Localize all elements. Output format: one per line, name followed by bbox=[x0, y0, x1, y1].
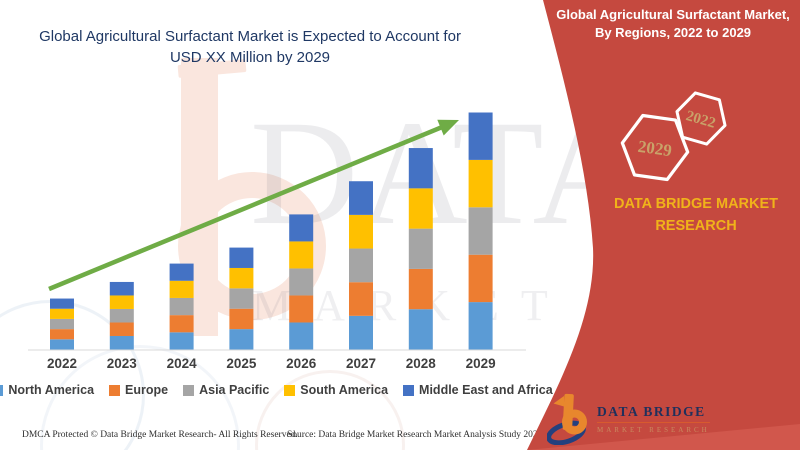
bar-segment-north-america-2023 bbox=[109, 335, 134, 350]
footer-dmca-text: DMCA Protected © Data Bridge Market Rese… bbox=[22, 430, 298, 440]
legend-label: South America bbox=[300, 383, 389, 397]
footer-source-text: Source: Data Bridge Market Research Mark… bbox=[287, 430, 543, 440]
hexagon-badge-2022: 2022 bbox=[675, 91, 727, 146]
bar-segment-north-america-2027 bbox=[349, 315, 373, 350]
bar-segment-south-america-2022 bbox=[50, 308, 74, 319]
bar-segment-middle-east-and-africa-2022 bbox=[50, 298, 74, 309]
bar-segment-south-america-2029 bbox=[468, 159, 493, 208]
x-axis-label-2022: 2022 bbox=[47, 356, 77, 371]
bar-segment-north-america-2024 bbox=[169, 332, 194, 350]
company-logo: DATA BRIDGE MARKET RESEARCH bbox=[547, 393, 710, 445]
legend-label: Middle East and Africa bbox=[419, 383, 553, 397]
x-axis-label-2023: 2023 bbox=[107, 356, 138, 371]
hexagon-outline bbox=[620, 113, 690, 182]
legend-swatch bbox=[284, 384, 296, 396]
trend-arrow-line bbox=[48, 125, 442, 292]
legend-item-asia-pacific: Asia Pacific bbox=[183, 383, 269, 397]
bar-segment-europe-2027 bbox=[349, 282, 373, 316]
sidebar-brand-text: DATA BRIDGE MARKET RESEARCH bbox=[600, 194, 792, 238]
bar-segment-south-america-2028 bbox=[408, 188, 433, 229]
hexagon-outline bbox=[675, 91, 727, 146]
bar-segment-asia-pacific-2029 bbox=[468, 207, 493, 255]
bar-segment-north-america-2025 bbox=[229, 329, 254, 350]
x-axis-label-2027: 2027 bbox=[346, 356, 376, 371]
x-axis-label-2025: 2025 bbox=[226, 356, 257, 371]
hexagon-label-2029: 2029 bbox=[637, 137, 673, 161]
bar-segment-south-america-2025 bbox=[229, 267, 254, 289]
bar-segment-north-america-2028 bbox=[408, 309, 433, 350]
hexagon-label-2022: 2022 bbox=[684, 108, 717, 132]
bar-segment-asia-pacific-2028 bbox=[408, 228, 433, 269]
bar-segment-asia-pacific-2027 bbox=[349, 248, 373, 283]
bar-segment-europe-2029 bbox=[468, 254, 493, 303]
chart-title-line1: Global Agricultural Surfactant Market is… bbox=[39, 28, 461, 45]
legend-item-north-america: North America bbox=[0, 383, 94, 397]
sidebar-bottom-wedge bbox=[527, 424, 800, 450]
hexagon-badges: 2022 2029 bbox=[620, 91, 727, 182]
bar-segment-north-america-2022 bbox=[50, 339, 74, 350]
logo-b-bowl-icon bbox=[562, 409, 587, 435]
bar-segment-asia-pacific-2023 bbox=[109, 308, 134, 323]
bar-segment-south-america-2027 bbox=[349, 214, 373, 249]
sidebar-heading: Global Agricultural Surfactant Market, B… bbox=[550, 6, 796, 41]
sidebar-heading-line1: Global Agricultural Surfactant Market, bbox=[556, 7, 790, 22]
company-logo-text: DATA BRIDGE MARKET RESEARCH bbox=[597, 404, 710, 434]
bar-segment-europe-2028 bbox=[408, 268, 433, 310]
legend-label: Asia Pacific bbox=[199, 383, 270, 397]
legend-swatch bbox=[403, 384, 415, 396]
bar-segment-middle-east-and-africa-2025 bbox=[229, 247, 254, 268]
bar-segment-middle-east-and-africa-2028 bbox=[408, 148, 433, 189]
bar-segment-south-america-2023 bbox=[109, 295, 134, 309]
legend-label: North America bbox=[8, 383, 95, 397]
bar-segment-middle-east-and-africa-2029 bbox=[468, 112, 493, 160]
legend-label: Europe bbox=[125, 383, 169, 397]
logo-divider bbox=[597, 422, 710, 423]
bar-segment-middle-east-and-africa-2027 bbox=[349, 181, 373, 215]
hexagon-badge-2029: 2029 bbox=[620, 113, 690, 182]
x-axis-label-2024: 2024 bbox=[167, 356, 198, 371]
sidebar-heading-line2: By Regions, 2022 to 2029 bbox=[594, 24, 752, 40]
bar-segment-middle-east-and-africa-2023 bbox=[109, 281, 134, 296]
legend-swatch bbox=[109, 384, 121, 396]
logo-b-flag-icon bbox=[553, 396, 564, 407]
sidebar-brand-line1: DATA BRIDGE MARKET bbox=[613, 196, 779, 212]
sidebar-brand-line2: RESEARCH bbox=[655, 217, 737, 234]
logo-name-text: DATA BRIDGE bbox=[597, 404, 706, 419]
legend-item-south-america: South America bbox=[284, 383, 388, 397]
bar-segment-europe-2023 bbox=[109, 322, 134, 336]
trend-arrow-head bbox=[437, 119, 459, 136]
sidebar-red-shape bbox=[527, 0, 800, 450]
logo-subtitle-text: MARKET RESEARCH bbox=[597, 426, 710, 434]
chart-legend: North America Europe Asia Pacific South Ame… bbox=[0, 383, 553, 397]
legend-swatch bbox=[0, 384, 4, 396]
bar-segment-europe-2022 bbox=[50, 329, 74, 340]
bar-segment-asia-pacific-2022 bbox=[50, 318, 74, 330]
x-axis-label-2028: 2028 bbox=[406, 356, 437, 371]
x-axis-label-2029: 2029 bbox=[466, 356, 496, 371]
bar-segment-north-america-2026 bbox=[289, 322, 314, 350]
legend-item-europe: Europe bbox=[109, 383, 168, 397]
company-logo-mark bbox=[547, 393, 587, 445]
legend-swatch bbox=[183, 384, 195, 396]
x-axis-label-2026: 2026 bbox=[286, 356, 317, 371]
bar-segment-north-america-2029 bbox=[468, 302, 493, 350]
legend-item-middle-east-and-africa: Middle East and Africa bbox=[403, 383, 553, 397]
